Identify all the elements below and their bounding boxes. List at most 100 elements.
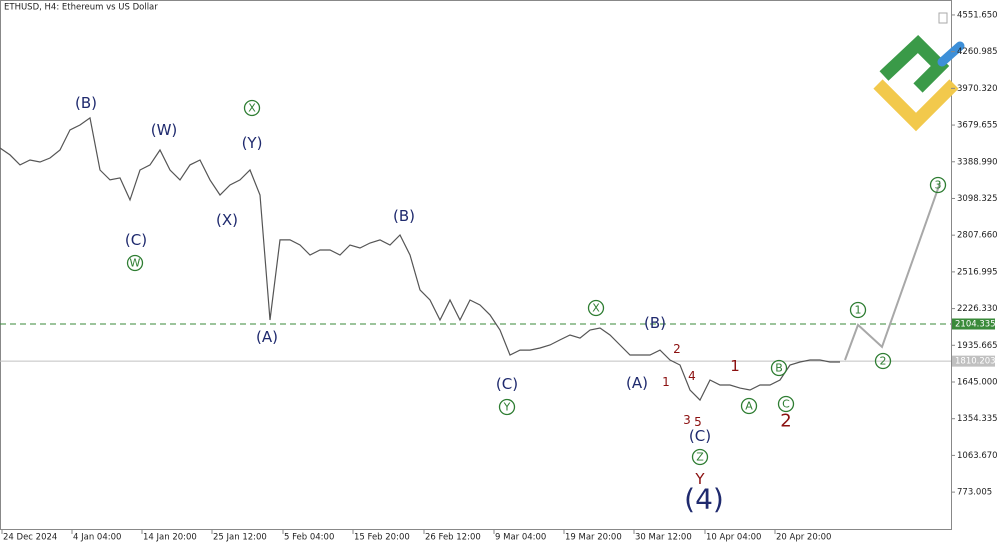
- wave-label-text: (B): [75, 94, 97, 112]
- y-tick-label: 2516.995: [957, 267, 998, 277]
- level-label: 2104.335: [955, 319, 996, 329]
- wave-circle: [849, 301, 867, 319]
- y-tick-label: 1354.335: [957, 414, 998, 424]
- level-label-box: [952, 318, 995, 330]
- y-tick-label: 3388.990: [957, 157, 998, 167]
- wave-circle: [740, 397, 758, 415]
- toolbar-icon[interactable]: [938, 12, 948, 24]
- x-tick-label: 26 Feb 12:00: [425, 533, 481, 543]
- wave-label-text: Y: [503, 401, 511, 414]
- wave-label-text: X: [248, 102, 256, 115]
- logo-yellow: [873, 79, 959, 132]
- wave-label: X: [243, 99, 261, 117]
- wave-label-text: 3: [683, 413, 691, 427]
- price-line: [0, 116, 840, 402]
- wave-label-text: 2: [880, 355, 887, 368]
- level-label: 1810.203: [955, 357, 996, 367]
- x-tick-label: 9 Mar 04:00: [495, 533, 546, 543]
- wave-label: (W): [151, 121, 178, 139]
- wave-circle: [770, 359, 788, 377]
- x-tick-label: 24 Dec 2024: [3, 533, 57, 543]
- y-tick-label: 3679.655: [957, 121, 998, 131]
- wave-label-text: (C): [496, 375, 518, 393]
- wave-label-text: 2: [780, 411, 791, 432]
- wave-label: (B): [393, 207, 415, 225]
- wave-label-text: W: [130, 257, 141, 270]
- wave-circle: [929, 176, 947, 194]
- level-label-box: [952, 355, 995, 367]
- y-tick-label: 4551.650: [957, 10, 998, 20]
- wave-label-text: 1: [730, 357, 740, 375]
- wave-circle: [777, 395, 795, 413]
- plot-frame: [0, 0, 952, 530]
- wave-label: 1: [849, 301, 867, 319]
- wave-label: (C): [125, 231, 147, 249]
- wave-circle: [126, 254, 144, 272]
- wave-label: 1: [730, 357, 740, 375]
- wave-label: 3: [683, 413, 691, 427]
- y-tick-label: 1645.000: [957, 377, 998, 387]
- wave-label: 2: [673, 342, 681, 356]
- wave-label: C: [777, 395, 795, 413]
- wave-label-text: (C): [689, 427, 711, 445]
- wave-label: (Y): [242, 134, 263, 152]
- y-tick-label: 2807.660: [957, 231, 998, 241]
- wave-label-text: (A): [256, 328, 278, 346]
- wave-label-text: (W): [151, 121, 178, 139]
- wave-label: (4): [684, 483, 724, 516]
- wave-label: W: [126, 254, 144, 272]
- wave-label-text: (A): [626, 374, 648, 392]
- wave-label-text: 3: [935, 179, 942, 192]
- x-tick-label: 20 Apr 20:00: [776, 533, 831, 543]
- wave-label-text: Y: [694, 470, 705, 488]
- wave-label: (A): [256, 328, 278, 346]
- wave-circle: [587, 299, 605, 317]
- wave-label: (B): [644, 314, 666, 332]
- wave-label-text: B: [775, 362, 783, 375]
- logo-green: [879, 34, 950, 93]
- wave-label: 4: [688, 369, 696, 383]
- wave-label: 3: [929, 176, 947, 194]
- chart-title: ETHUSD, H4: Ethereum vs US Dollar: [4, 3, 158, 13]
- wave-label: Z: [691, 448, 709, 466]
- wave-label-text: A: [745, 400, 753, 413]
- x-tick-label: 5 Feb 04:00: [284, 533, 334, 543]
- y-tick-label: 4260.985: [957, 47, 998, 57]
- wave-label: X: [587, 299, 605, 317]
- wave-label: 5: [694, 415, 702, 429]
- wave-label: (X): [216, 211, 238, 229]
- wave-label: (C): [496, 375, 518, 393]
- x-tick-label: 19 Mar 20:00: [565, 533, 622, 543]
- wave-label: A: [740, 397, 758, 415]
- wave-label-text: Z: [696, 451, 704, 464]
- wave-label-text: (Y): [242, 134, 263, 152]
- wave-label-text: (4): [684, 483, 724, 516]
- y-tick-label: 773.005: [957, 488, 992, 498]
- y-tick-label: 1935.665: [957, 341, 998, 351]
- wave-circle: [874, 352, 892, 370]
- wave-label-text: (X): [216, 211, 238, 229]
- wave-label: B: [770, 359, 788, 377]
- wave-label: (B): [75, 94, 97, 112]
- wave-label-text: 5: [694, 415, 702, 429]
- x-tick-label: 4 Jan 04:00: [73, 533, 121, 543]
- wave-circle: [243, 99, 261, 117]
- wave-label: 2: [874, 352, 892, 370]
- wave-label: (C): [689, 427, 711, 445]
- y-tick-label: 3970.320: [957, 84, 998, 94]
- wave-label: 1: [662, 375, 670, 389]
- wave-label: 2: [780, 411, 791, 432]
- y-tick-label: 2226.330: [957, 304, 998, 314]
- y-tick-label: 3098.325: [957, 194, 998, 204]
- wave-label-text: (C): [125, 231, 147, 249]
- wave-label-text: 1: [855, 304, 862, 317]
- x-tick-label: 15 Feb 20:00: [354, 533, 410, 543]
- wave-label-text: (B): [393, 207, 415, 225]
- logo: [873, 34, 965, 132]
- wave-label-text: C: [782, 398, 790, 411]
- wave-label-text: 2: [673, 342, 681, 356]
- x-tick-label: 14 Jan 20:00: [143, 533, 197, 543]
